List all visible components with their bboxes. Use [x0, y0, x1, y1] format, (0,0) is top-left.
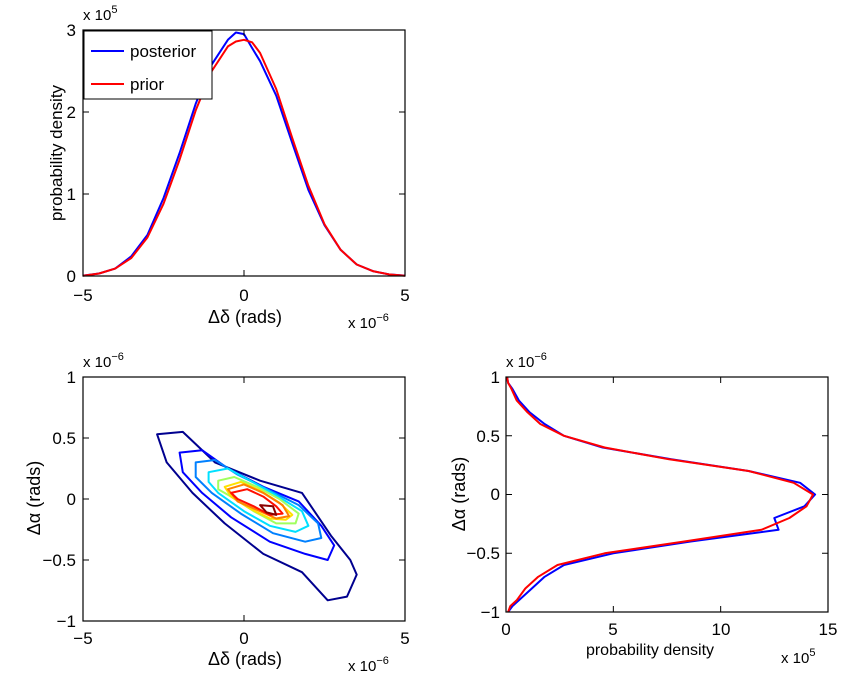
x-tick-label: 10	[712, 620, 731, 639]
y-tick-label: −1	[57, 612, 76, 631]
legend: posterior prior	[83, 30, 213, 100]
y-tick-label: −0.5	[466, 544, 500, 563]
x-ticks	[505, 377, 829, 612]
x-tick-label: 5	[400, 629, 409, 648]
y-multiplier: x 105	[83, 4, 117, 24]
x-axis-label: probability density	[586, 642, 714, 659]
series-line-prior	[506, 376, 814, 613]
legend-label-posterior: posterior	[130, 42, 196, 61]
contour-level-7	[226, 483, 291, 520]
y-tick-label: 0.5	[476, 427, 500, 446]
line-series-group	[506, 376, 817, 613]
x-ticks	[82, 377, 406, 621]
y-tick-label: 0.5	[52, 429, 76, 448]
x-tick-label: 0	[239, 629, 248, 648]
x-tick-label: −5	[73, 629, 92, 648]
y-axis-label: Δα (rads)	[449, 457, 469, 531]
legend-label-prior: prior	[130, 75, 164, 94]
x-multiplier: x 10−6	[348, 655, 389, 675]
contour-level-1	[156, 430, 358, 602]
y-ticks	[83, 29, 405, 277]
y-tick-label: 0	[67, 267, 76, 286]
y-multiplier: x 10−6	[83, 351, 124, 371]
y-multiplier: x 10−6	[506, 351, 547, 371]
x-ticks	[82, 30, 406, 276]
x-tick-label: −5	[73, 286, 92, 305]
series-line-posterior	[506, 376, 817, 613]
y-tick-label: −1	[481, 603, 500, 622]
series-line-prior	[82, 38, 406, 277]
plot-frame	[505, 376, 829, 613]
x-tick-label: 0	[501, 620, 510, 639]
y-ticks	[83, 376, 405, 622]
x-tick-label: 15	[819, 620, 838, 639]
y-tick-label: 3	[67, 21, 76, 40]
x-multiplier: x 10−6	[348, 312, 389, 332]
y-tick-label: 1	[67, 368, 76, 387]
panel-joint-contour: −5 0 5 −1 −0.5 0 0.5 1 x 10−6 x 10−6 Δδ …	[24, 351, 410, 675]
x-multiplier: x 105	[781, 647, 815, 667]
x-axis-label: Δδ (rads)	[208, 307, 282, 327]
y-tick-label: −0.5	[42, 551, 76, 570]
contour-level-8	[230, 488, 284, 516]
y-ticks	[506, 376, 828, 613]
x-tick-label: 5	[400, 286, 409, 305]
x-axis-label: Δδ (rads)	[208, 649, 282, 669]
y-tick-label: 1	[491, 368, 500, 387]
x-tick-label: 0	[239, 286, 248, 305]
plot-frame	[82, 376, 406, 622]
panel-alpha-marginal: 0 5 10 15 −1 −0.5 0 0.5 1 x 10−6 x 105 p…	[449, 351, 837, 667]
y-tick-label: 0	[67, 490, 76, 509]
contour-group	[156, 430, 358, 602]
y-axis-label: Δα (rads)	[24, 461, 44, 535]
x-tick-label: 5	[608, 620, 617, 639]
y-tick-label: 0	[491, 485, 500, 504]
legend-box	[83, 30, 213, 100]
panel-delta-marginal: −5 0 5 0 1 2 3 x 105 x 10−6 Δδ (rads) pr…	[47, 4, 410, 332]
contour-level-4	[207, 467, 310, 533]
contour-level-5	[217, 476, 300, 525]
y-axis-label: probability density	[47, 84, 66, 221]
y-tick-label: 2	[67, 103, 76, 122]
y-tick-label: 1	[67, 185, 76, 204]
contour-level-9	[259, 504, 278, 516]
